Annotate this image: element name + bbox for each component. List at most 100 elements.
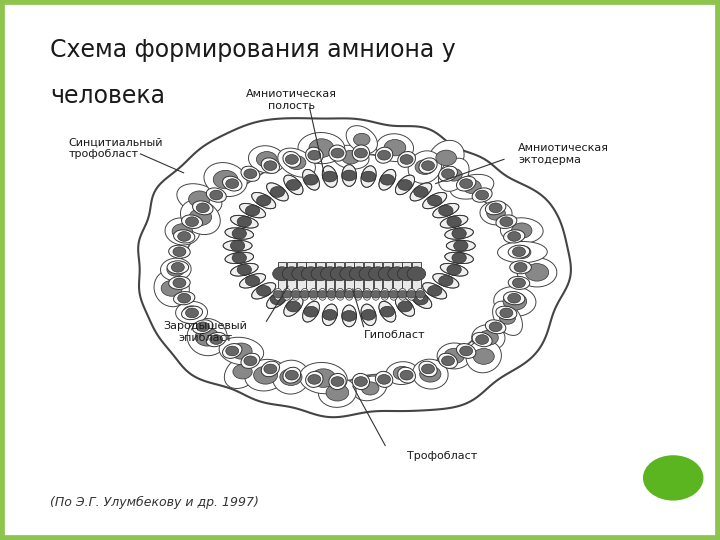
Ellipse shape bbox=[445, 252, 473, 264]
Bar bbox=[336, 262, 344, 291]
Ellipse shape bbox=[476, 335, 489, 345]
Ellipse shape bbox=[323, 166, 338, 187]
Ellipse shape bbox=[413, 359, 448, 389]
Ellipse shape bbox=[352, 374, 369, 389]
Bar bbox=[402, 262, 411, 291]
Ellipse shape bbox=[304, 306, 318, 317]
Ellipse shape bbox=[400, 370, 413, 380]
Ellipse shape bbox=[444, 348, 464, 363]
Ellipse shape bbox=[414, 294, 428, 305]
Bar bbox=[307, 262, 315, 291]
Ellipse shape bbox=[171, 262, 184, 272]
Circle shape bbox=[406, 291, 416, 298]
Ellipse shape bbox=[270, 294, 284, 305]
Ellipse shape bbox=[240, 274, 266, 288]
Ellipse shape bbox=[167, 261, 189, 274]
Ellipse shape bbox=[326, 384, 348, 401]
Ellipse shape bbox=[503, 292, 525, 305]
Circle shape bbox=[292, 267, 310, 281]
Ellipse shape bbox=[223, 240, 252, 251]
Ellipse shape bbox=[472, 333, 492, 347]
Ellipse shape bbox=[510, 261, 531, 274]
Bar bbox=[364, 262, 373, 291]
Circle shape bbox=[362, 291, 372, 298]
Circle shape bbox=[378, 267, 397, 281]
Ellipse shape bbox=[508, 232, 521, 241]
Ellipse shape bbox=[285, 370, 298, 380]
Ellipse shape bbox=[261, 361, 279, 377]
Ellipse shape bbox=[342, 305, 356, 327]
Circle shape bbox=[388, 267, 407, 281]
Ellipse shape bbox=[496, 306, 517, 320]
Ellipse shape bbox=[241, 353, 260, 368]
Ellipse shape bbox=[323, 304, 338, 326]
Ellipse shape bbox=[410, 291, 432, 308]
Ellipse shape bbox=[441, 169, 454, 179]
Bar bbox=[278, 262, 287, 291]
Ellipse shape bbox=[305, 147, 323, 163]
Circle shape bbox=[407, 267, 426, 281]
Ellipse shape bbox=[423, 283, 446, 299]
Ellipse shape bbox=[456, 343, 476, 359]
Ellipse shape bbox=[310, 288, 318, 300]
Ellipse shape bbox=[410, 291, 432, 308]
Ellipse shape bbox=[244, 169, 257, 179]
Ellipse shape bbox=[445, 252, 473, 264]
Ellipse shape bbox=[161, 258, 191, 281]
Ellipse shape bbox=[496, 215, 517, 228]
Ellipse shape bbox=[237, 264, 251, 275]
Ellipse shape bbox=[274, 288, 282, 300]
Ellipse shape bbox=[283, 367, 301, 383]
Ellipse shape bbox=[438, 205, 453, 216]
Ellipse shape bbox=[466, 340, 501, 373]
Text: Амниотическая
эктодерма: Амниотическая эктодерма bbox=[518, 143, 609, 165]
Ellipse shape bbox=[386, 362, 418, 384]
Ellipse shape bbox=[446, 240, 475, 251]
Ellipse shape bbox=[301, 288, 309, 300]
Ellipse shape bbox=[311, 369, 336, 387]
Ellipse shape bbox=[174, 230, 195, 243]
Ellipse shape bbox=[390, 288, 397, 300]
Ellipse shape bbox=[283, 152, 301, 167]
Ellipse shape bbox=[308, 150, 321, 160]
Ellipse shape bbox=[447, 217, 462, 227]
Ellipse shape bbox=[161, 280, 182, 296]
Ellipse shape bbox=[379, 301, 396, 322]
Ellipse shape bbox=[452, 253, 467, 264]
Ellipse shape bbox=[438, 275, 453, 286]
Ellipse shape bbox=[206, 333, 226, 347]
Ellipse shape bbox=[266, 291, 288, 308]
Ellipse shape bbox=[397, 367, 415, 383]
Ellipse shape bbox=[354, 133, 370, 146]
Ellipse shape bbox=[178, 293, 191, 303]
Ellipse shape bbox=[380, 306, 395, 317]
Circle shape bbox=[302, 267, 320, 281]
Ellipse shape bbox=[204, 163, 247, 197]
Ellipse shape bbox=[421, 161, 434, 171]
Ellipse shape bbox=[232, 253, 246, 264]
Ellipse shape bbox=[272, 360, 310, 394]
Circle shape bbox=[359, 267, 378, 281]
Ellipse shape bbox=[498, 241, 547, 263]
Ellipse shape bbox=[459, 179, 472, 188]
Ellipse shape bbox=[450, 174, 494, 199]
Ellipse shape bbox=[329, 374, 346, 389]
Ellipse shape bbox=[485, 201, 506, 215]
Ellipse shape bbox=[380, 306, 395, 317]
Ellipse shape bbox=[423, 192, 446, 208]
Ellipse shape bbox=[270, 294, 284, 305]
Ellipse shape bbox=[423, 283, 446, 299]
Circle shape bbox=[344, 291, 354, 298]
Circle shape bbox=[311, 267, 330, 281]
Ellipse shape bbox=[508, 276, 530, 289]
Ellipse shape bbox=[361, 304, 376, 326]
Ellipse shape bbox=[165, 218, 199, 245]
Ellipse shape bbox=[192, 201, 213, 215]
Ellipse shape bbox=[454, 240, 468, 251]
Ellipse shape bbox=[500, 308, 513, 318]
Ellipse shape bbox=[441, 215, 468, 228]
Ellipse shape bbox=[441, 356, 454, 366]
Ellipse shape bbox=[284, 297, 303, 316]
Ellipse shape bbox=[489, 322, 502, 332]
Ellipse shape bbox=[225, 228, 253, 239]
